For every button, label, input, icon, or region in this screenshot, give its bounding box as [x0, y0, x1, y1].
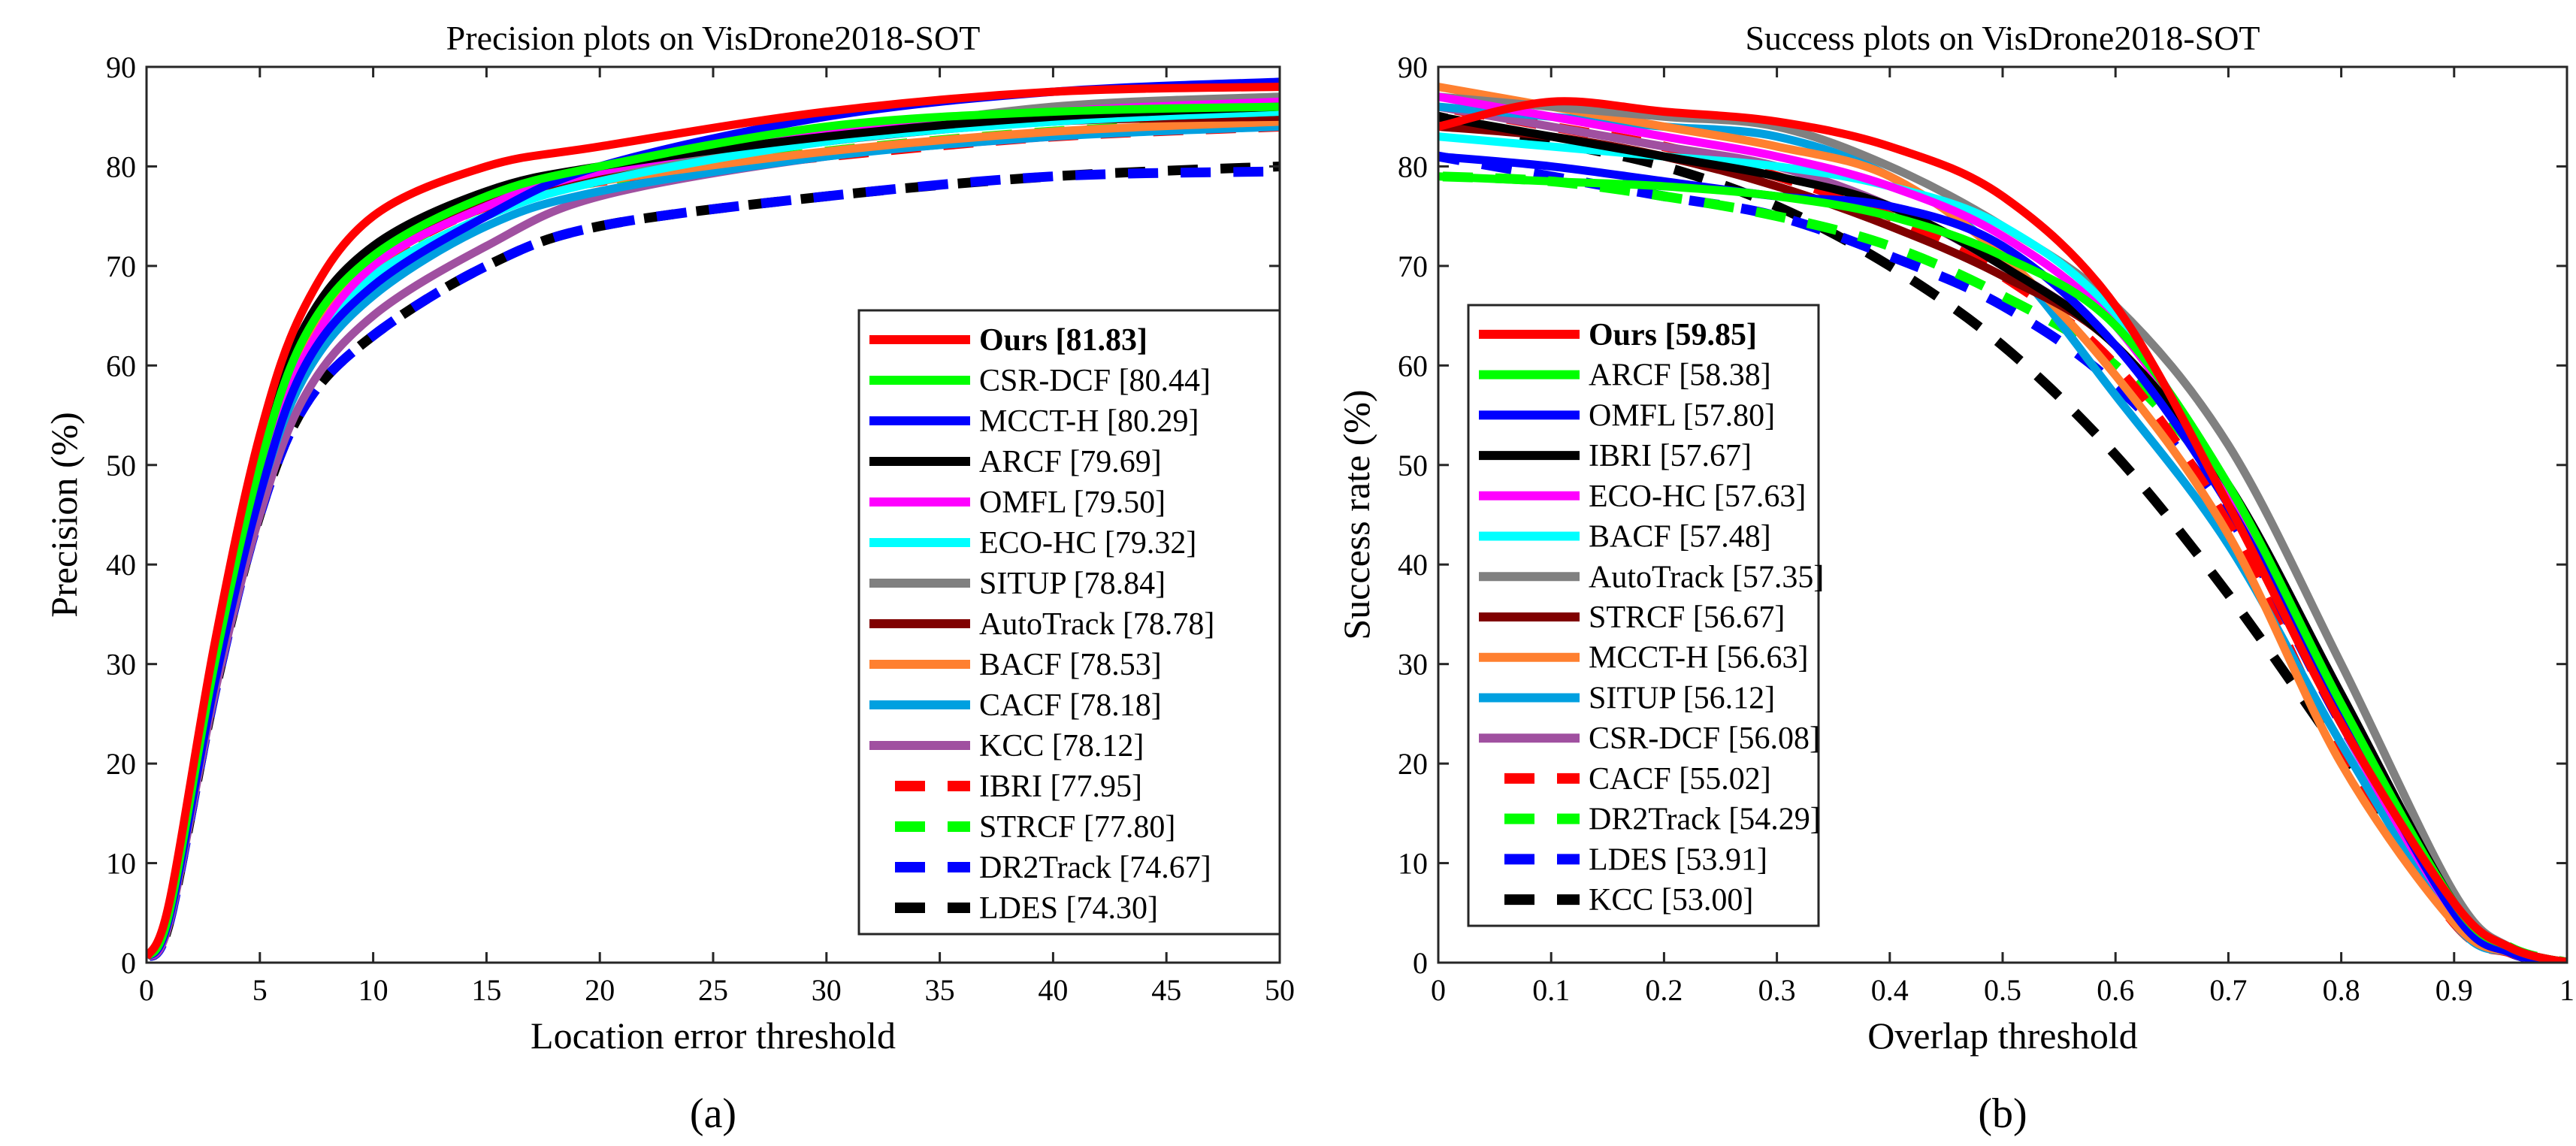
legend-entry: ECO-HC [57.63] [1589, 479, 1806, 514]
y-tick-label: 0 [1413, 946, 1428, 980]
chart-title: Precision plots on VisDrone2018-SOT [446, 19, 981, 57]
legend-entry: KCC [53.00] [1589, 883, 1753, 918]
y-tick-label: 70 [1398, 249, 1428, 283]
y-axis-label: Success rate (%) [1335, 389, 1377, 640]
x-axis-label: Overlap threshold [1867, 1014, 2138, 1057]
series-line-ours [147, 82, 1280, 960]
legend-entry: LDES [74.30] [979, 891, 1158, 926]
x-tick-label: 0 [1431, 973, 1446, 1007]
y-tick-label: 90 [1398, 50, 1428, 84]
x-tick-label: 45 [1151, 973, 1181, 1007]
legend-entry: Ours [81.83] [979, 323, 1147, 358]
series-line-mcct-h [1438, 83, 2567, 963]
legend-entry: STRCF [77.80] [979, 810, 1175, 845]
legend-entry: CACF [78.18] [979, 688, 1162, 723]
legend-entry: DR2Track [74.67] [979, 851, 1211, 885]
y-tick-label: 50 [106, 449, 136, 482]
legend-entry: ARCF [79.69] [979, 445, 1162, 479]
success-plot: Success plots on VisDrone2018-SOT Overla… [1335, 19, 2574, 1137]
y-tick-label: 40 [106, 548, 136, 582]
legend-entry: IBRI [77.95] [979, 770, 1142, 804]
x-tick-label: 50 [1265, 973, 1295, 1007]
y-tick-label: 60 [1398, 349, 1428, 383]
legend-entry: IBRI [57.67] [1589, 439, 1752, 473]
x-tick-label: 0.2 [1645, 973, 1683, 1007]
legend-entry: MCCT-H [80.29] [979, 404, 1199, 439]
legend-entry: AutoTrack [57.35] [1589, 560, 1824, 594]
series-line-ours [1438, 97, 2567, 963]
y-tick-label: 30 [106, 648, 136, 682]
y-tick-label: 0 [121, 946, 136, 980]
legend-entry: SITUP [56.12] [1589, 681, 1775, 715]
x-tick-label: 5 [252, 973, 268, 1007]
y-tick-label: 40 [1398, 548, 1428, 582]
legend-entry: ARCF [58.38] [1589, 358, 1771, 393]
y-tick-label: 20 [1398, 747, 1428, 781]
legend-entry: OMFL [79.50] [979, 485, 1166, 520]
y-tick-label: 30 [1398, 648, 1428, 682]
x-axis-label: Location error threshold [531, 1014, 896, 1057]
legend-entry: BACF [78.53] [979, 648, 1162, 682]
x-tick-label: 0.5 [1984, 973, 2021, 1007]
legend: Ours [81.83] CSR-DCF [80.44] MCCT-H [80.29… [857, 309, 1281, 936]
series-line-dr2track [1438, 171, 2567, 963]
x-tick-label: 25 [698, 973, 728, 1007]
legend-entry: ECO-HC [79.32] [979, 526, 1196, 561]
legend-entry: DR2Track [54.29] [1589, 803, 1821, 837]
legend-entry: BACF [57.48] [1589, 520, 1771, 555]
legend: Ours [59.85] ARCF [58.38] OMFL [57.80] IBRI… [1467, 304, 1824, 927]
y-tick-label: 50 [1398, 449, 1428, 482]
x-tick-label: 0.1 [1532, 973, 1570, 1007]
y-tick-label: 80 [106, 150, 136, 183]
series-lines [147, 77, 1280, 962]
x-tick-label: 0.4 [1871, 973, 1909, 1007]
y-tick-label: 90 [106, 50, 136, 84]
panel-label: (b) [1978, 1090, 2027, 1137]
x-tick-label: 40 [1038, 973, 1068, 1007]
y-tick-label: 80 [1398, 150, 1428, 183]
x-tick-label: 20 [585, 973, 615, 1007]
chart-title: Success plots on VisDrone2018-SOT [1745, 19, 2260, 57]
legend-entry: STRCF [56.67] [1589, 600, 1785, 635]
legend-entry: LDES [53.91] [1589, 842, 1767, 877]
y-tick-label: 10 [106, 847, 136, 881]
x-tick-label: 0 [139, 973, 154, 1007]
legend-entry: AutoTrack [78.78] [979, 607, 1214, 642]
panel-label: (a) [690, 1090, 736, 1137]
legend-entry: CSR-DCF [56.08] [1589, 721, 1820, 756]
x-tick-label: 10 [358, 973, 389, 1007]
x-tick-label: 1 [2559, 973, 2574, 1007]
legend-entry: CACF [55.02] [1589, 762, 1771, 797]
x-tick-label: 0.7 [2209, 973, 2247, 1007]
x-tick-label: 0.8 [2323, 973, 2360, 1007]
y-axis-label: Precision (%) [43, 412, 85, 618]
y-tick-label: 20 [106, 747, 136, 781]
legend-entry: SITUP [78.84] [979, 567, 1166, 601]
legend-entry: MCCT-H [56.63] [1589, 641, 1808, 676]
x-tick-label: 30 [812, 973, 842, 1007]
x-tick-label: 35 [925, 973, 955, 1007]
x-tick-label: 0.3 [1758, 973, 1796, 1007]
y-tick-label: 10 [1398, 847, 1428, 881]
legend-entry: KCC [78.12] [979, 729, 1144, 763]
legend-entry: OMFL [57.80] [1589, 398, 1775, 433]
legend-entry: CSR-DCF [80.44] [979, 364, 1211, 398]
legend-entry: Ours [59.85] [1589, 318, 1757, 352]
series-lines [1438, 83, 2567, 963]
x-tick-label: 0.6 [2097, 973, 2134, 1007]
x-tick-label: 0.9 [2435, 973, 2473, 1007]
y-tick-label: 60 [106, 349, 136, 383]
x-tick-label: 15 [471, 973, 501, 1007]
precision-plot: Precision plots on VisDrone2018-SOT Loca… [43, 19, 1295, 1137]
y-tick-label: 70 [106, 249, 136, 283]
